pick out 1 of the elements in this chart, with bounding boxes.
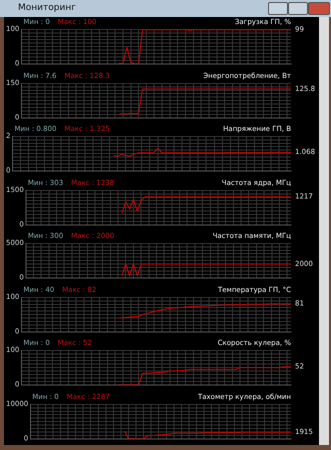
chart-subtitle: Мониторинг — [18, 3, 76, 13]
